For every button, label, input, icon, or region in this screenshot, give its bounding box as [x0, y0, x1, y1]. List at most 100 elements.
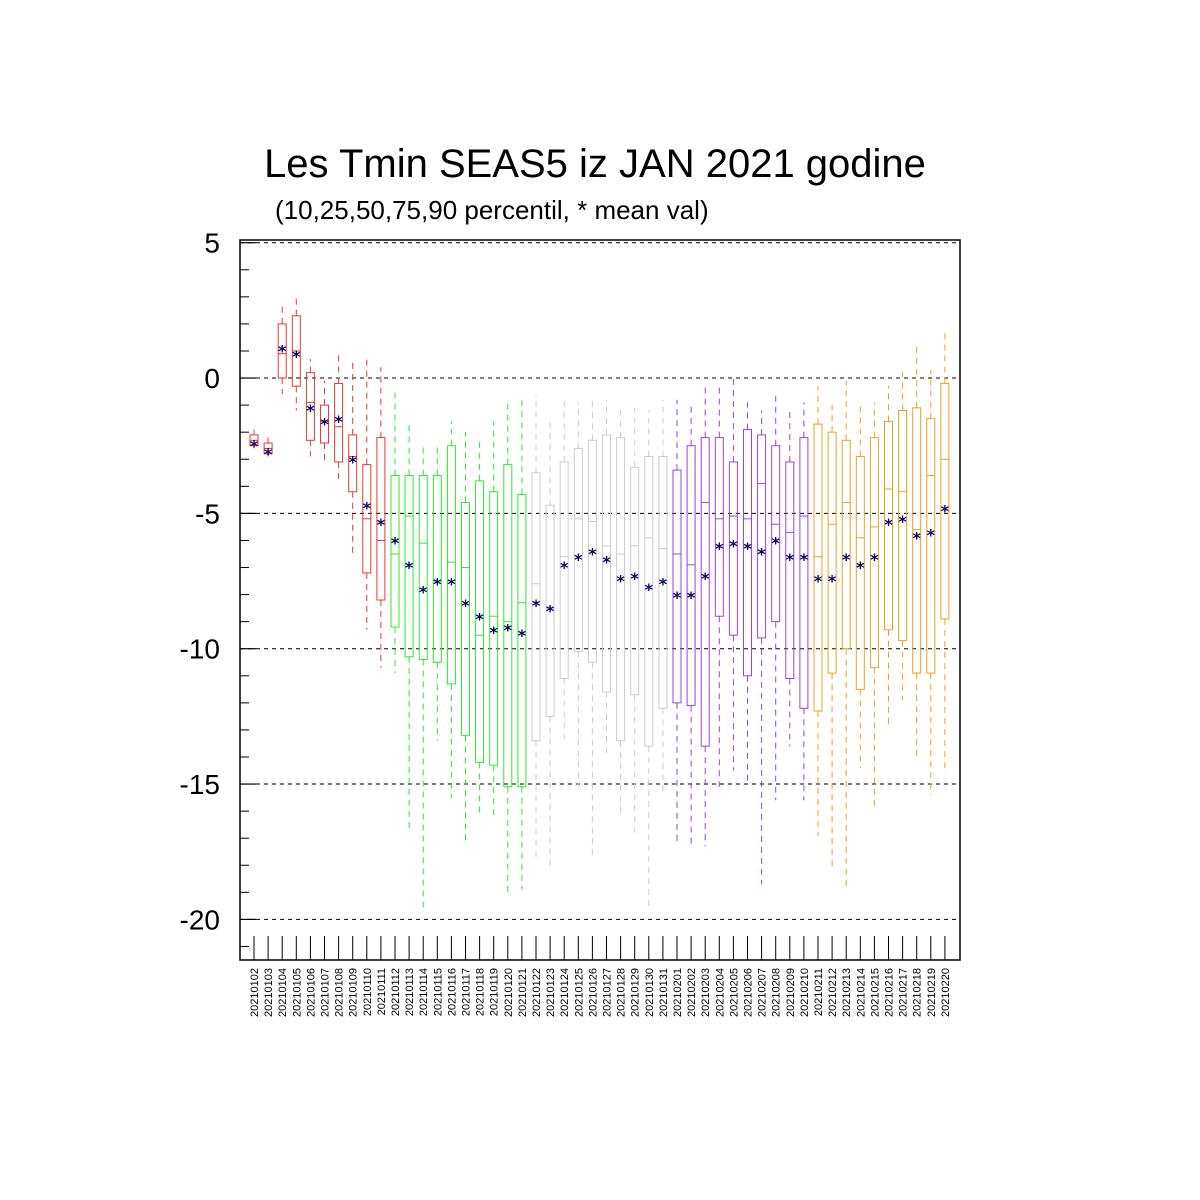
mean-marker: * — [588, 545, 597, 564]
x-tick-label: 20210206 — [743, 968, 755, 1017]
box — [700, 437, 710, 747]
box — [475, 480, 485, 763]
plot-frame — [239, 239, 961, 961]
box — [658, 456, 668, 709]
box — [884, 420, 893, 631]
box — [813, 423, 823, 712]
box — [531, 472, 541, 742]
box-series — [249, 294, 950, 909]
box — [898, 410, 908, 642]
x-tick-label: 20210213 — [841, 968, 853, 1017]
box — [334, 382, 344, 463]
mean-marker: * — [475, 610, 484, 629]
x-tick-label: 20210129 — [630, 968, 642, 1017]
box — [573, 447, 583, 652]
mean-marker: * — [602, 553, 611, 572]
y-tick-label: 5 — [204, 228, 220, 259]
y-tick-label: -5 — [195, 498, 220, 529]
mean-marker: * — [377, 515, 386, 534]
box — [672, 469, 682, 704]
x-tick-label: 20210130 — [644, 968, 656, 1017]
box — [277, 323, 287, 379]
mean-marker: * — [574, 550, 583, 569]
box — [602, 434, 611, 693]
box — [757, 434, 767, 639]
box — [827, 431, 837, 674]
x-tick-label: 20210220 — [940, 968, 952, 1017]
box — [799, 437, 809, 709]
x-tick-label: 20210110 — [362, 968, 374, 1016]
x-tick-label: 20210113 — [404, 968, 416, 1016]
mean-marker: * — [701, 569, 710, 588]
mean-marker: * — [447, 574, 456, 593]
y-tick-label: 0 — [204, 363, 220, 394]
mean-marker: * — [941, 501, 950, 520]
box — [376, 437, 386, 601]
box — [320, 404, 329, 444]
box — [771, 445, 781, 623]
mean-marker: * — [884, 515, 893, 534]
box — [940, 382, 950, 620]
mean-marker: * — [518, 626, 527, 645]
x-tick-label: 20210215 — [869, 968, 881, 1017]
x-tick-label: 20210109 — [348, 968, 360, 1017]
x-tick-label: 20210203 — [700, 968, 712, 1017]
mean-marker: * — [278, 342, 287, 361]
x-tick-label: 20210119 — [489, 968, 501, 1016]
mean-marker: * — [433, 574, 442, 593]
mean-marker: * — [898, 512, 907, 531]
x-tick-label: 20210117 — [461, 968, 473, 1016]
mean-marker: * — [391, 534, 400, 553]
box — [432, 474, 442, 663]
x-tick-label: 20210126 — [587, 968, 599, 1017]
x-tick-label: 20210208 — [771, 968, 783, 1017]
x-tick-label: 20210112 — [390, 968, 402, 1016]
box — [517, 493, 527, 788]
mean-marker: * — [490, 623, 499, 642]
x-tick-label: 20210124 — [559, 968, 571, 1017]
box — [587, 439, 597, 663]
x-tick-label: 20210125 — [573, 968, 585, 1017]
box — [855, 456, 865, 690]
mean-marker: * — [306, 401, 315, 420]
mean-marker: * — [504, 620, 513, 639]
box — [616, 437, 626, 742]
mean-marker: * — [743, 539, 752, 558]
mean-marker: * — [349, 453, 358, 472]
x-tick-label: 20210201 — [672, 968, 684, 1017]
x-tick-label: 20210122 — [531, 968, 543, 1017]
mean-marker: * — [616, 572, 625, 591]
mean-marker: * — [687, 588, 696, 607]
box — [418, 474, 428, 661]
y-tick-label: -20 — [180, 904, 220, 935]
x-tick-label: 20210118 — [475, 968, 487, 1016]
box — [912, 407, 922, 674]
x-tick-label: 20210212 — [827, 968, 839, 1017]
mean-marker: * — [913, 528, 922, 547]
x-tick-label: 20210202 — [686, 968, 698, 1017]
mean-marker: * — [814, 572, 823, 591]
box — [841, 439, 851, 650]
box — [743, 428, 752, 677]
x-tick-label: 20210128 — [616, 968, 628, 1017]
x-tick-label: 20210102 — [249, 968, 261, 1017]
x-tick-label: 20210214 — [855, 968, 867, 1017]
x-tick-label: 20210106 — [305, 968, 317, 1017]
x-tick-label: 20210120 — [503, 968, 515, 1017]
box — [869, 437, 879, 669]
box — [630, 466, 640, 696]
grid-lines — [240, 242, 960, 920]
box — [461, 502, 470, 736]
mean-marker: * — [828, 572, 837, 591]
x-tick-label: 20210121 — [517, 968, 529, 1017]
x-tick-label: 20210115 — [432, 968, 444, 1016]
box — [446, 445, 456, 685]
box — [926, 418, 936, 674]
mean-marker: * — [927, 526, 936, 545]
mean-marker: * — [772, 534, 781, 553]
mean-marker: * — [419, 582, 428, 601]
x-tick-label: 20210216 — [884, 968, 896, 1017]
x-tick-label: 20210217 — [898, 968, 910, 1017]
